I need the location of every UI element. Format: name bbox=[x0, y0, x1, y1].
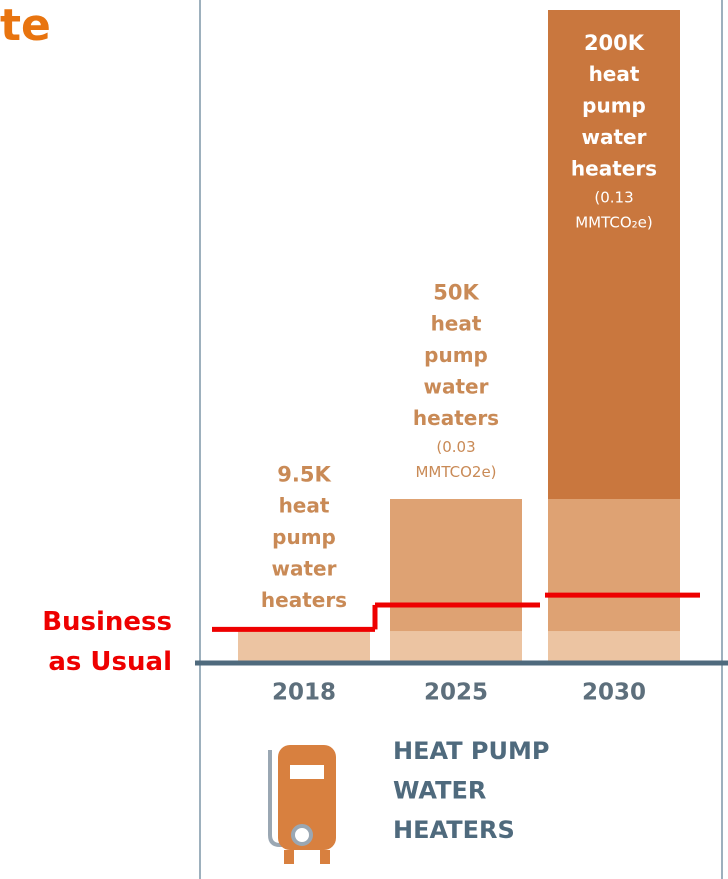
bar-label: pump bbox=[582, 93, 646, 117]
bar-label: (0.13 bbox=[594, 189, 633, 207]
bar-band bbox=[390, 631, 522, 662]
category-title: HEAT PUMP bbox=[393, 737, 549, 765]
bar-label: heaters bbox=[261, 588, 347, 612]
x-tick-label: 2018 bbox=[272, 680, 336, 706]
bar-label: heat bbox=[589, 62, 640, 86]
bar-label: 50K bbox=[433, 280, 479, 304]
bar-label: heaters bbox=[571, 156, 657, 180]
bar-label: MMTCO2e) bbox=[415, 463, 496, 481]
category-title: HEATERS bbox=[393, 816, 515, 844]
x-tick-label: 2025 bbox=[424, 680, 488, 706]
x-tick-label: 2030 bbox=[582, 680, 646, 706]
bar-label: water bbox=[272, 556, 337, 580]
bar-label: 9.5K bbox=[277, 462, 331, 486]
category-title: WATER bbox=[393, 777, 486, 805]
bar-label: pump bbox=[424, 343, 488, 367]
bar-band bbox=[548, 631, 680, 662]
bar-label: 200K bbox=[584, 31, 645, 55]
bar-label: heaters bbox=[413, 406, 499, 430]
water-heater-icon bbox=[268, 745, 336, 864]
bar-label: water bbox=[582, 125, 647, 149]
bar-label: pump bbox=[272, 525, 336, 549]
bar-label: heat bbox=[279, 493, 330, 517]
bau-label: Business as Usual bbox=[42, 607, 172, 677]
bar-label: water bbox=[424, 374, 489, 398]
bar-label: MMTCO₂e) bbox=[575, 214, 653, 232]
title-fragment: te bbox=[0, 0, 51, 51]
bar bbox=[238, 631, 370, 662]
bar-label: heat bbox=[431, 311, 482, 335]
bar-label: (0.03 bbox=[436, 438, 475, 456]
